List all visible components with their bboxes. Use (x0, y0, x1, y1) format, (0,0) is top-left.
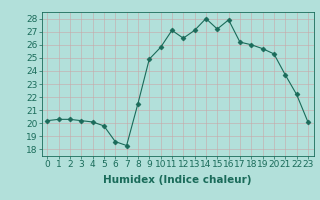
X-axis label: Humidex (Indice chaleur): Humidex (Indice chaleur) (103, 175, 252, 185)
